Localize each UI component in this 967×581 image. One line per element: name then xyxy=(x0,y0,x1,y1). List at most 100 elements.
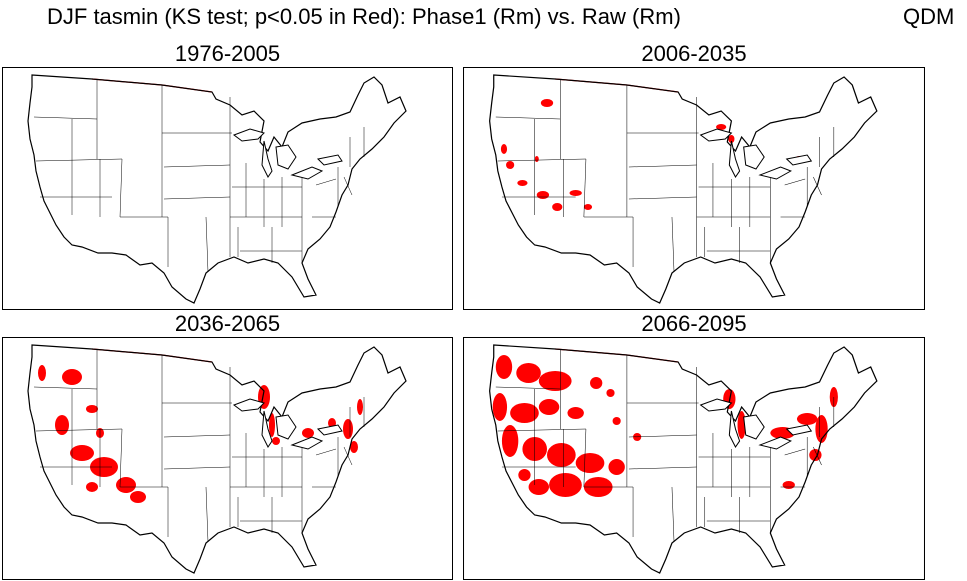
significance-patch xyxy=(130,491,146,503)
state-boundary xyxy=(628,434,697,438)
significance-patch xyxy=(575,453,605,473)
significance-patch xyxy=(357,399,363,415)
great-lake xyxy=(785,154,813,166)
significance-patch xyxy=(501,425,519,457)
state-boundary xyxy=(35,158,123,162)
significance-patch xyxy=(552,203,563,211)
significance-patch xyxy=(302,428,314,438)
significance-patch xyxy=(608,459,625,475)
significance-patch xyxy=(538,371,572,391)
state-boundary xyxy=(497,158,586,162)
country-outline xyxy=(27,344,407,574)
state-boundary xyxy=(495,116,561,120)
great-lake xyxy=(261,140,273,178)
map-frame xyxy=(2,67,453,310)
state-boundary xyxy=(163,466,231,470)
great-lake xyxy=(758,166,792,180)
significance-patch xyxy=(495,355,513,379)
significance-patch xyxy=(510,403,539,423)
great-lake xyxy=(316,424,343,436)
state-boundary xyxy=(119,158,123,218)
state-boundary xyxy=(163,196,231,200)
panel-title: 2006-2035 xyxy=(641,41,747,66)
state-boundary xyxy=(315,448,337,456)
figure-title-bar: DJF tasmin (KS test; p<0.05 in Red): Pha… xyxy=(0,4,967,34)
state-boundary xyxy=(628,164,697,168)
significance-patch xyxy=(350,441,358,453)
significance-patch xyxy=(38,365,46,381)
state-boundary xyxy=(628,466,697,470)
significance-patch xyxy=(86,405,98,413)
significance-patch xyxy=(272,437,280,445)
great-lake xyxy=(316,154,343,166)
great-lake xyxy=(743,144,765,170)
significance-patch xyxy=(500,144,508,154)
figure-title: DJF tasmin (KS test; p<0.05 in Red): Pha… xyxy=(47,4,681,29)
great-lake xyxy=(275,144,297,170)
great-lake xyxy=(699,398,733,412)
state-boundary xyxy=(583,428,587,488)
significance-patch xyxy=(528,479,550,495)
map-panel-2066-2095: 2066-2095 xyxy=(463,311,925,580)
state-boundary xyxy=(671,486,675,543)
significance-patch xyxy=(506,161,515,169)
state-boundary xyxy=(495,386,561,390)
state-boundary xyxy=(205,216,209,273)
state-boundary xyxy=(163,164,231,168)
state-boundary xyxy=(33,116,98,120)
significance-patch xyxy=(782,481,795,489)
great-lake xyxy=(290,436,324,450)
significance-patch xyxy=(716,124,727,130)
state-boundary xyxy=(119,428,123,488)
great-lake xyxy=(290,166,324,180)
map-frame xyxy=(463,67,925,310)
state-boundary xyxy=(583,158,587,218)
great-lake xyxy=(758,436,792,450)
great-lake xyxy=(232,398,265,412)
panel-title: 2036-2065 xyxy=(174,311,281,336)
significance-patch xyxy=(62,369,82,385)
great-lake xyxy=(743,414,765,440)
map-canvas xyxy=(463,67,925,310)
significance-patch xyxy=(343,419,353,439)
great-lake xyxy=(232,128,265,142)
great-lake xyxy=(261,410,273,448)
great-lake xyxy=(728,410,741,448)
significance-patch xyxy=(116,477,136,493)
country-outline xyxy=(489,344,878,574)
panel-title: 2066-2095 xyxy=(641,311,747,336)
map-canvas xyxy=(463,337,925,580)
significance-patch xyxy=(728,135,735,143)
significance-patch xyxy=(569,190,582,196)
significance-patch xyxy=(567,407,584,419)
significance-patch xyxy=(86,482,98,492)
state-boundary xyxy=(205,486,209,543)
significance-patch xyxy=(534,156,539,162)
significance-patch xyxy=(547,443,576,467)
map-canvas xyxy=(2,67,453,310)
map-panel-2006-2035: 2006-2035 xyxy=(463,41,925,310)
significance-patch xyxy=(583,204,593,210)
country-outline xyxy=(27,74,407,304)
significance-patch xyxy=(55,415,69,435)
significance-patch xyxy=(796,413,818,425)
significance-patch xyxy=(540,99,554,107)
map-panel-2036-2065: 2036-2065 xyxy=(2,311,453,580)
state-boundary xyxy=(35,428,123,432)
great-lake xyxy=(785,424,813,436)
map-canvas xyxy=(2,337,453,580)
state-boundary xyxy=(33,386,98,390)
state-boundary xyxy=(315,178,337,186)
method-tag: QDM xyxy=(903,4,955,29)
significance-patch xyxy=(516,363,541,383)
great-lake xyxy=(728,140,741,178)
significance-patch xyxy=(492,393,508,421)
great-lake xyxy=(275,414,297,440)
significance-patch xyxy=(269,413,275,437)
panel-title: 1976-2005 xyxy=(174,41,281,66)
state-boundary xyxy=(784,448,806,456)
significance-patch xyxy=(517,180,528,186)
state-boundary xyxy=(163,434,231,438)
great-lake xyxy=(699,128,733,142)
country-outline xyxy=(489,74,878,304)
